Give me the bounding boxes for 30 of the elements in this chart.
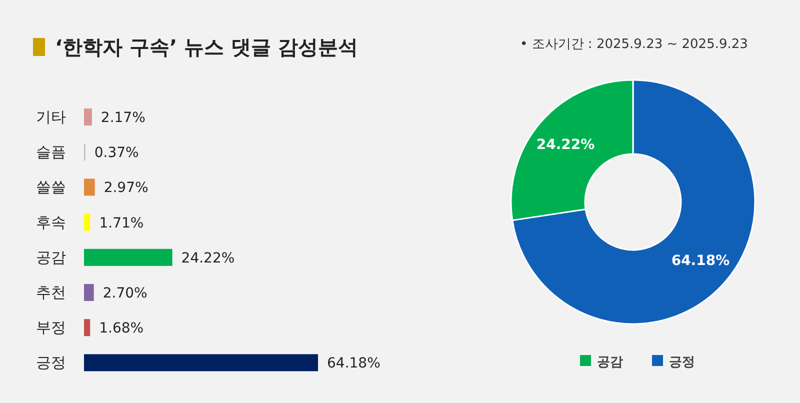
data-label: 2.97% bbox=[104, 180, 148, 196]
y-tick-label: 쓸쓸 bbox=[36, 178, 66, 196]
y-tick-label: 부정 bbox=[36, 318, 66, 337]
legend-label: 공감 bbox=[597, 355, 623, 370]
data-label: 1.68% bbox=[99, 320, 144, 337]
bar bbox=[84, 108, 92, 126]
data-label: 24.22% bbox=[181, 250, 235, 266]
data-label: 2.17% bbox=[100, 110, 146, 126]
y-tick-label: 공감 bbox=[36, 248, 66, 266]
bar bbox=[84, 354, 318, 372]
data-label: 24.22% bbox=[536, 136, 595, 153]
y-tick-label: 추천 bbox=[36, 284, 66, 302]
data-label: 0.37% bbox=[94, 145, 139, 162]
donut-slice bbox=[512, 79, 756, 325]
bar bbox=[84, 214, 90, 231]
legend-label: 긍정 bbox=[669, 355, 695, 370]
data-label: 1.71% bbox=[99, 215, 144, 232]
bar bbox=[84, 248, 172, 266]
bar bbox=[84, 178, 95, 196]
data-label: 2.70% bbox=[102, 286, 148, 302]
data-label: 64.18% bbox=[327, 356, 380, 372]
text: • 조사기간 : 2025.9.23 ~ 2025.9.23 bbox=[520, 37, 748, 52]
chart-title: ‘한학자 구속’ 뉴스 댓글 감성분석 bbox=[55, 35, 358, 59]
y-tick-label: 긍정 bbox=[36, 354, 66, 372]
y-tick-label: 기타 bbox=[36, 108, 66, 126]
bar bbox=[84, 319, 90, 336]
y-tick-label: 후속 bbox=[36, 213, 66, 232]
y-tick-label: 슬픔 bbox=[36, 143, 66, 162]
bar bbox=[84, 284, 94, 301]
data-label: 64.18% bbox=[671, 253, 730, 270]
